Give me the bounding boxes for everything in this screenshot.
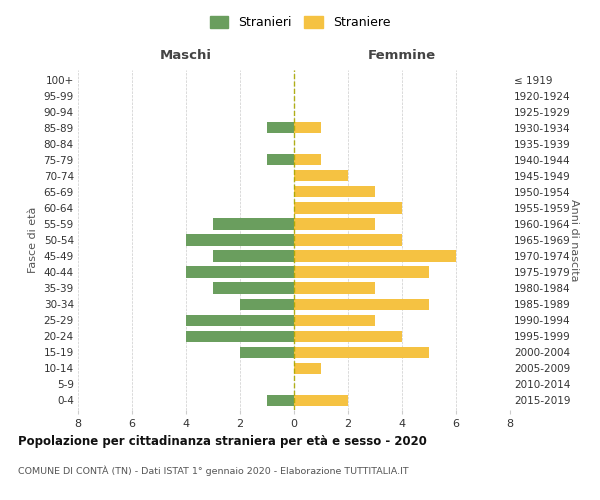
Bar: [294, 170, 348, 181]
Bar: [267, 154, 294, 166]
Bar: [294, 298, 429, 310]
Bar: [294, 122, 321, 134]
Bar: [186, 266, 294, 278]
Bar: [294, 186, 375, 198]
Bar: [240, 346, 294, 358]
Bar: [294, 346, 429, 358]
Bar: [213, 282, 294, 294]
Bar: [186, 234, 294, 246]
Text: COMUNE DI CONTÀ (TN) - Dati ISTAT 1° gennaio 2020 - Elaborazione TUTTITALIA.IT: COMUNE DI CONTÀ (TN) - Dati ISTAT 1° gen…: [18, 465, 409, 475]
Bar: [294, 202, 402, 213]
Y-axis label: Anni di nascita: Anni di nascita: [569, 198, 579, 281]
Text: Maschi: Maschi: [160, 49, 212, 62]
Legend: Stranieri, Straniere: Stranieri, Straniere: [205, 11, 395, 34]
Bar: [294, 266, 429, 278]
Bar: [240, 298, 294, 310]
Text: Popolazione per cittadinanza straniera per età e sesso - 2020: Popolazione per cittadinanza straniera p…: [18, 435, 427, 448]
Bar: [294, 362, 321, 374]
Bar: [294, 154, 321, 166]
Y-axis label: Fasce di età: Fasce di età: [28, 207, 38, 273]
Bar: [213, 250, 294, 262]
Text: Femmine: Femmine: [368, 49, 436, 62]
Bar: [294, 282, 375, 294]
Bar: [267, 395, 294, 406]
Bar: [294, 395, 348, 406]
Bar: [186, 330, 294, 342]
Bar: [294, 314, 375, 326]
Bar: [294, 250, 456, 262]
Bar: [267, 122, 294, 134]
Bar: [294, 330, 402, 342]
Bar: [294, 218, 375, 230]
Bar: [186, 314, 294, 326]
Bar: [213, 218, 294, 230]
Bar: [294, 234, 402, 246]
